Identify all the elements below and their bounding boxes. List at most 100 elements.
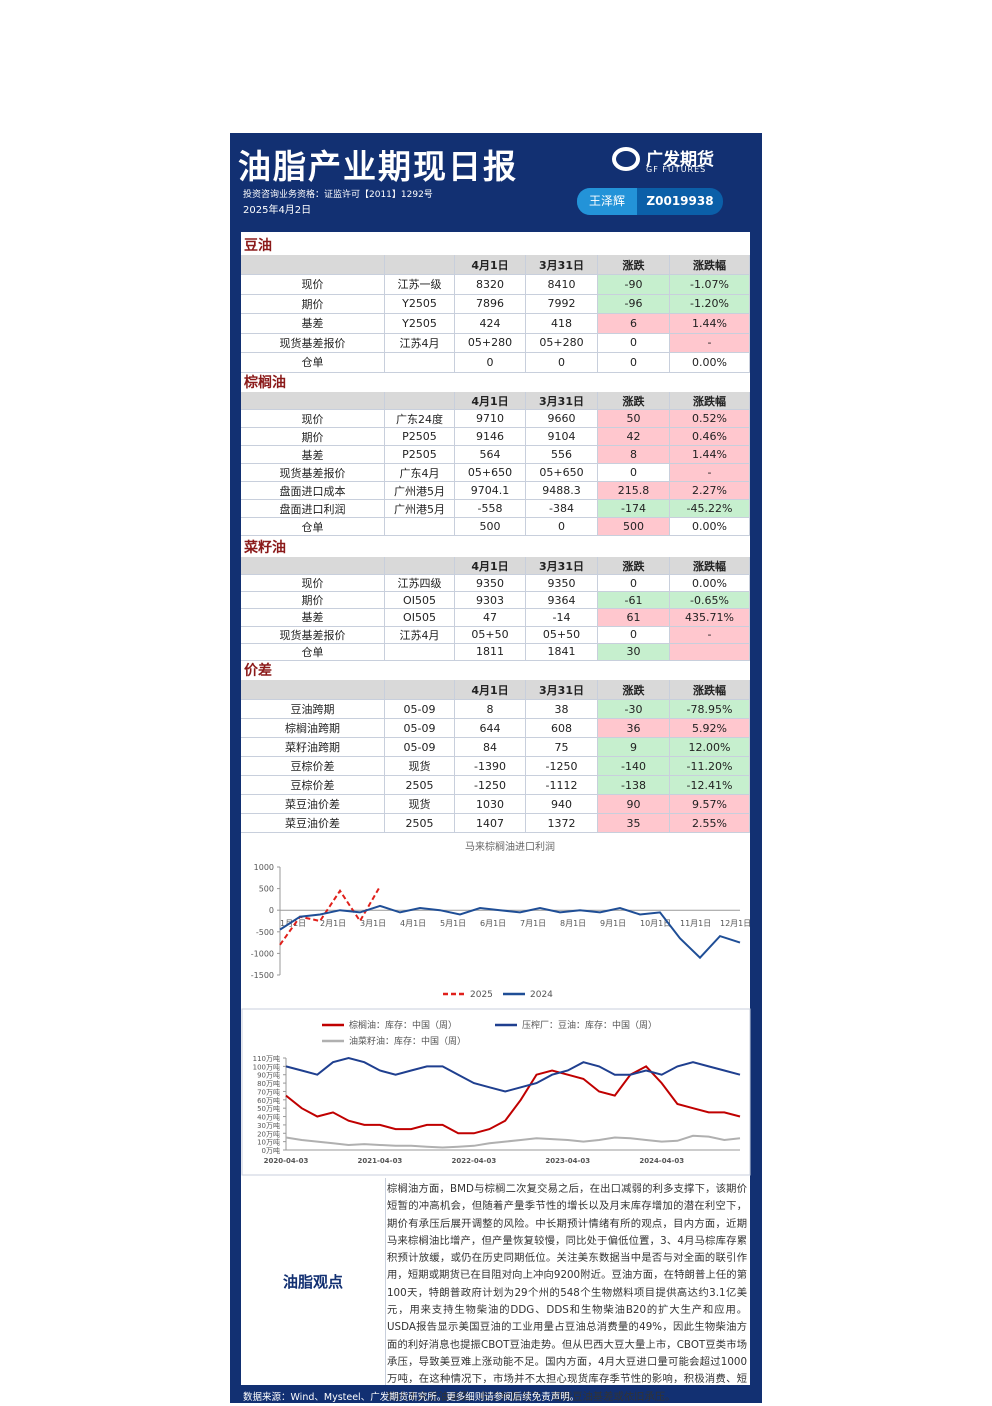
header-cell: 涨跌幅 xyxy=(670,255,750,275)
table-cell: -12.41% xyxy=(670,776,750,795)
table-cell: -61 xyxy=(598,592,670,610)
license: 投资咨询业务资格：证监许可【2011】1292号 xyxy=(243,190,433,200)
table-cell: 0 xyxy=(598,464,670,482)
table-cell: 江苏一级 xyxy=(385,275,455,295)
table-cell: 0 xyxy=(526,518,598,536)
table-cell: 12.00% xyxy=(670,738,750,757)
series-line xyxy=(279,885,381,946)
x-tick-label: 11月1日 xyxy=(680,919,711,928)
table-cell: 30 xyxy=(598,643,670,661)
table-cell: 8320 xyxy=(455,275,526,295)
table-cell: OI505 xyxy=(385,609,455,627)
x-tick-label: 2月1日 xyxy=(320,919,346,928)
table-cell: - xyxy=(670,333,750,353)
section-title: 价差 xyxy=(244,663,272,679)
table-cell: 35 xyxy=(598,814,670,833)
table-cell: 05+650 xyxy=(526,464,598,482)
header-cell: 涨跌 xyxy=(598,392,670,410)
table-cell: -174 xyxy=(598,500,670,518)
table-cell: 608 xyxy=(526,719,598,738)
x-tick-label: 10月1日 xyxy=(640,919,671,928)
chart-title: 马来棕榈油进口利润 xyxy=(465,840,555,853)
logo-en: GF FUTURES xyxy=(646,165,707,174)
table-cell: 50 xyxy=(598,410,670,428)
header-cell xyxy=(241,392,385,410)
table-cell: -140 xyxy=(598,757,670,776)
table-cell: -558 xyxy=(455,500,526,518)
header-cell xyxy=(241,680,385,700)
x-tick-label: 7月1日 xyxy=(520,919,546,928)
table-cell: 9488.3 xyxy=(526,482,598,500)
table-cell: 556 xyxy=(526,446,598,464)
header-cell: 4月1日 xyxy=(455,680,526,700)
table-cell: 1.44% xyxy=(670,446,750,464)
table-cell: 05+50 xyxy=(455,626,526,644)
title: 油脂产业期现日报 xyxy=(238,147,518,186)
header-cell: 涨跌幅 xyxy=(670,557,750,575)
table-cell: 0 xyxy=(598,626,670,644)
header-cell: 涨跌幅 xyxy=(670,392,750,410)
table-cell: 05+280 xyxy=(526,333,598,353)
y-tick-label: 60万吨 xyxy=(257,1096,280,1105)
table-cell: 广州港5月 xyxy=(385,482,455,500)
table-cell: 广东24度 xyxy=(385,410,455,428)
table-cell: 现价 xyxy=(241,410,385,428)
y-tick-label: 0万吨 xyxy=(262,1146,280,1155)
table-cell: 仓单 xyxy=(241,353,385,373)
table-cell: 江苏4月 xyxy=(385,626,455,644)
header-cell xyxy=(385,255,455,275)
header-cell: 4月1日 xyxy=(455,255,526,275)
chart-frame xyxy=(241,1008,751,1176)
table-cell: P2505 xyxy=(385,428,455,446)
table-cell: 9704.1 xyxy=(455,482,526,500)
table-cell: 1.44% xyxy=(670,314,750,334)
table-cell: 75 xyxy=(526,738,598,757)
table-cell: 现价 xyxy=(241,275,385,295)
table-cell: 0.00% xyxy=(670,518,750,536)
table-cell: 现货基差报价 xyxy=(241,626,385,644)
header-cell: 3月31日 xyxy=(526,392,598,410)
header-cell: 涨跌幅 xyxy=(670,680,750,700)
table-cell: 豆棕价差 xyxy=(241,776,385,795)
table-cell: 0.46% xyxy=(670,428,750,446)
table-cell xyxy=(670,643,750,661)
table-cell: 0.00% xyxy=(670,575,750,593)
header-cell: 3月31日 xyxy=(526,557,598,575)
x-tick-label: 4月1日 xyxy=(400,919,426,928)
legend-label: 2025 xyxy=(470,990,493,1000)
table-cell: 8410 xyxy=(526,275,598,295)
table-cell: 现价 xyxy=(241,575,385,593)
header-cell xyxy=(385,680,455,700)
x-tick-label: 9月1日 xyxy=(600,919,626,928)
x-tick-label: 2020-04-03 xyxy=(264,1157,309,1165)
table-cell: 仓单 xyxy=(241,518,385,536)
table-cell: -1250 xyxy=(455,776,526,795)
table-cell: 2505 xyxy=(385,814,455,833)
series-line xyxy=(285,1065,741,1135)
series-line xyxy=(279,904,741,960)
y-tick-label: -1500 xyxy=(251,971,274,980)
table-cell: -138 xyxy=(598,776,670,795)
table-cell: 广州港5月 xyxy=(385,500,455,518)
table-cell: -11.20% xyxy=(670,757,750,776)
table-cell: 0 xyxy=(598,333,670,353)
table-cell: 05-09 xyxy=(385,719,455,738)
table-cell: -96 xyxy=(598,294,670,314)
table-cell: 05+280 xyxy=(455,333,526,353)
y-tick-label: 80万吨 xyxy=(257,1079,280,1088)
table-cell: 9350 xyxy=(455,575,526,593)
table-cell: 豆棕价差 xyxy=(241,757,385,776)
table-cell: 47 xyxy=(455,609,526,627)
table-cell: 435.71% xyxy=(670,609,750,627)
analyst: 王泽辉 xyxy=(577,188,637,215)
y-tick-label: 20万吨 xyxy=(257,1129,280,1138)
table-cell: 7896 xyxy=(455,294,526,314)
legend-label: 棕榈油：库存：中国（周） xyxy=(349,1019,457,1031)
series-line xyxy=(285,1134,741,1149)
table-cell: 基差 xyxy=(241,314,385,334)
table-cell: 江苏4月 xyxy=(385,333,455,353)
analyst-id: Z0019938 xyxy=(646,194,714,208)
table-cell: 期价 xyxy=(241,592,385,610)
y-tick-label: 90万吨 xyxy=(257,1071,280,1080)
footer: 数据来源：Wind、Mysteel、广发期货研究所。更多细则请参阅后续免责声明。 xyxy=(243,1392,580,1403)
